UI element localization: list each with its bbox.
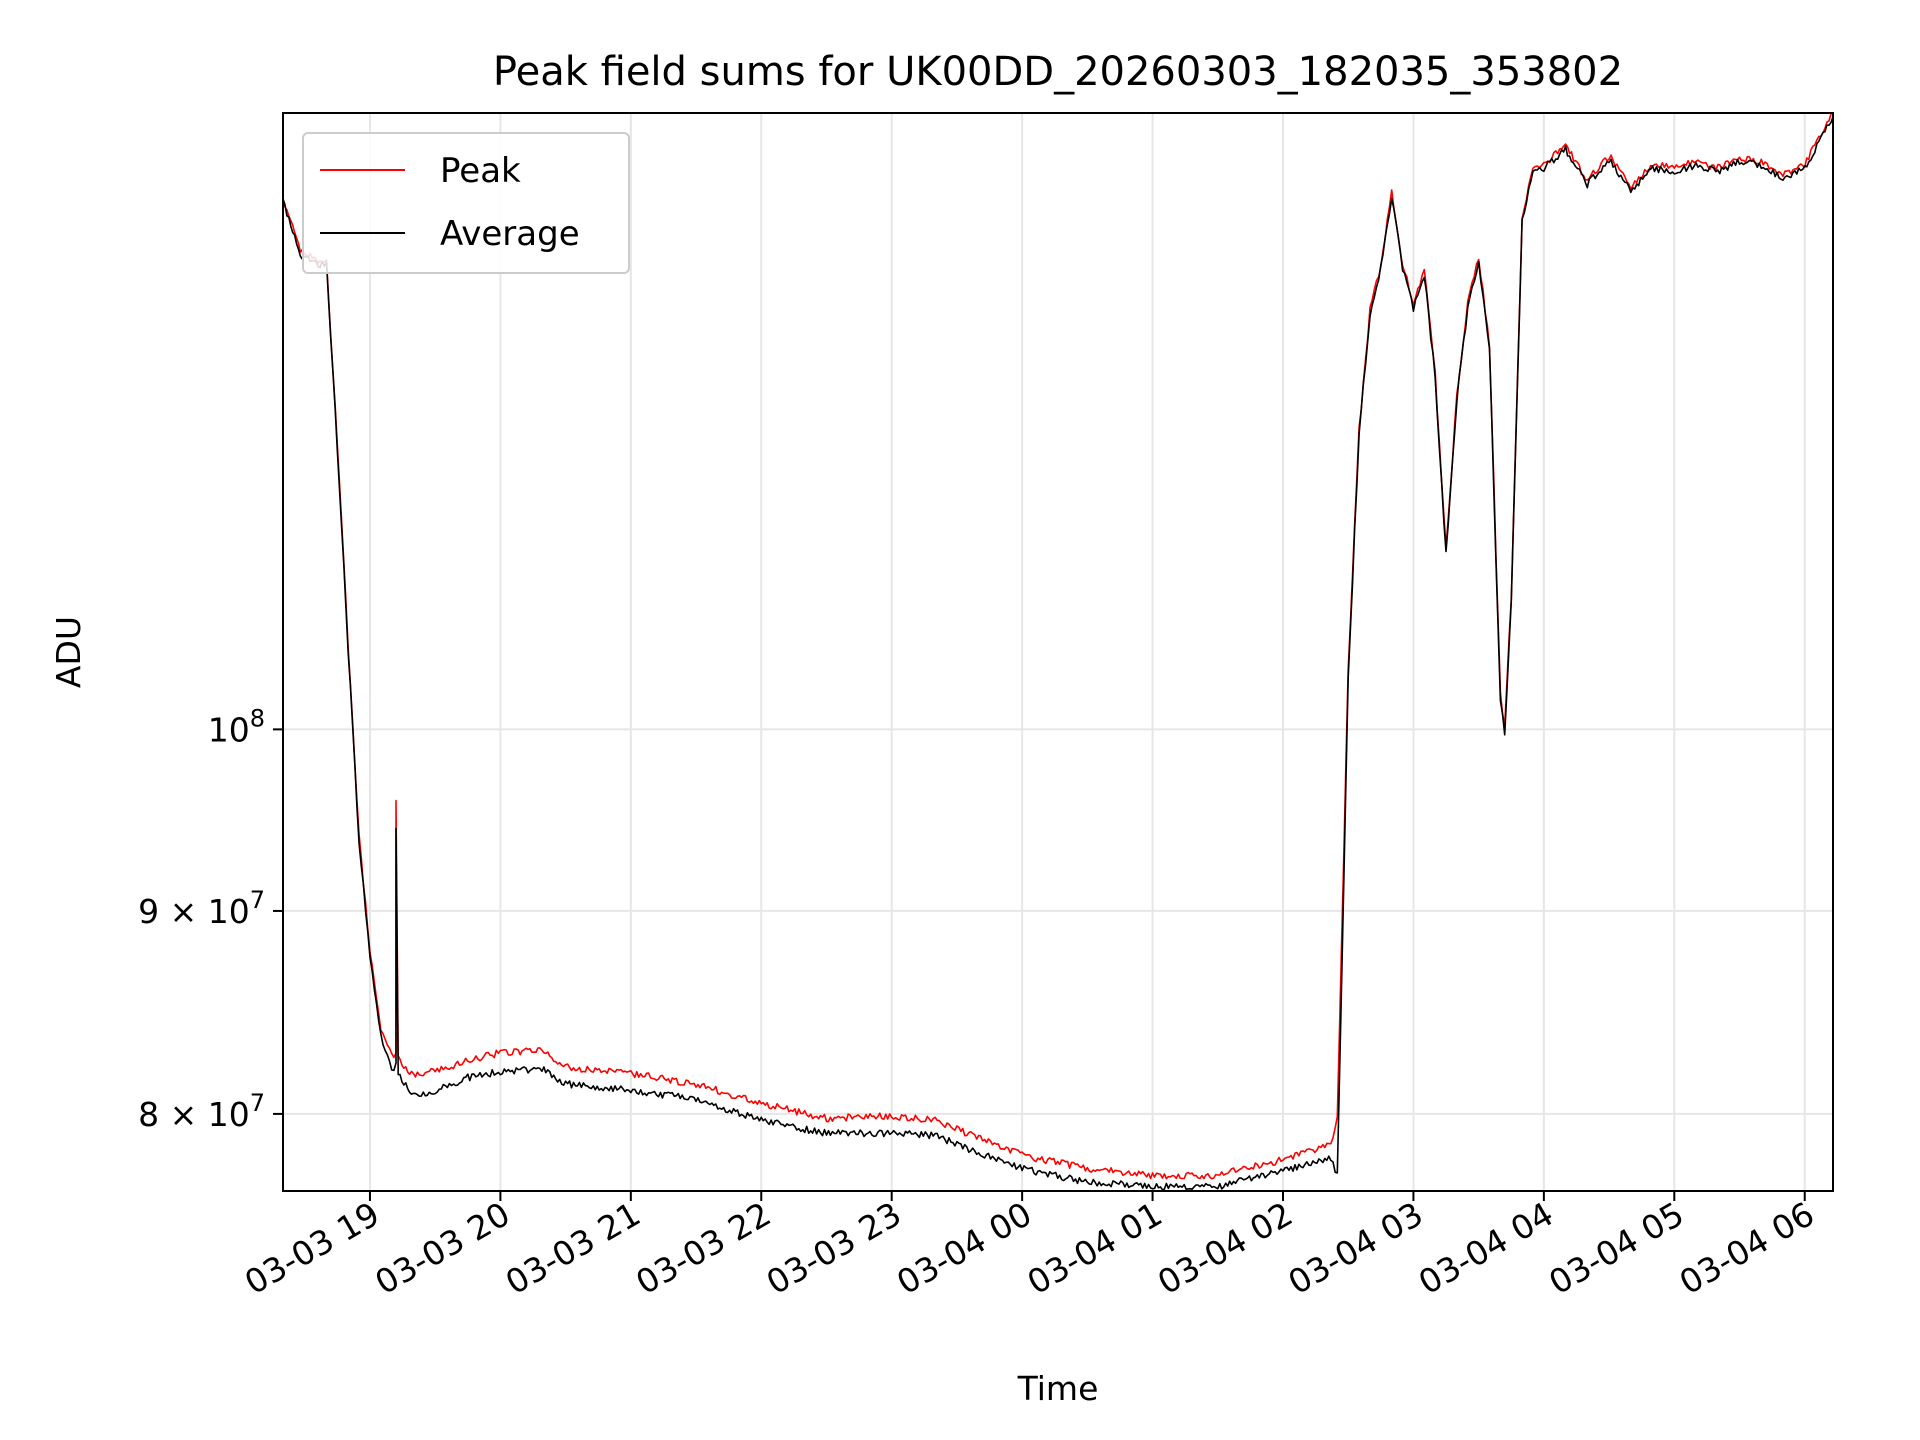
y-tick-label: 108: [208, 704, 265, 749]
y-tick-mantissa: 8: [138, 1095, 159, 1134]
y-tick-base: 10: [208, 892, 250, 931]
series-layer: [283, 113, 1833, 1191]
y-tick-times-sign: ×: [159, 892, 208, 931]
y-tick-base: 10: [208, 710, 250, 749]
y-tick-base: 10: [208, 1095, 250, 1134]
y-tick-exponent: 7: [250, 886, 265, 914]
legend-box: [302, 132, 630, 274]
grid: [283, 113, 1833, 1191]
y-axis-label: ADU: [49, 616, 88, 688]
y-tick-label: 9 × 107: [138, 886, 265, 931]
plot-frame: [282, 112, 1834, 1192]
y-tick-exponent: 8: [250, 704, 265, 732]
y-tick-label: 8 × 107: [138, 1089, 265, 1134]
legend: Peak Average: [302, 132, 630, 274]
legend-label: Average: [440, 214, 580, 254]
x-axis-label: Time: [1017, 1369, 1099, 1408]
series-line-average: [283, 116, 1833, 1191]
y-tick-exponent: 7: [250, 1089, 265, 1117]
legend-label: Peak: [440, 151, 521, 191]
chart-title: Peak field sums for UK00DD_20260303_1820…: [493, 49, 1623, 95]
series-line-peak: [283, 113, 1833, 1180]
y-tick-mantissa: 9: [138, 892, 159, 931]
y-tick-times-sign: ×: [159, 1095, 208, 1134]
